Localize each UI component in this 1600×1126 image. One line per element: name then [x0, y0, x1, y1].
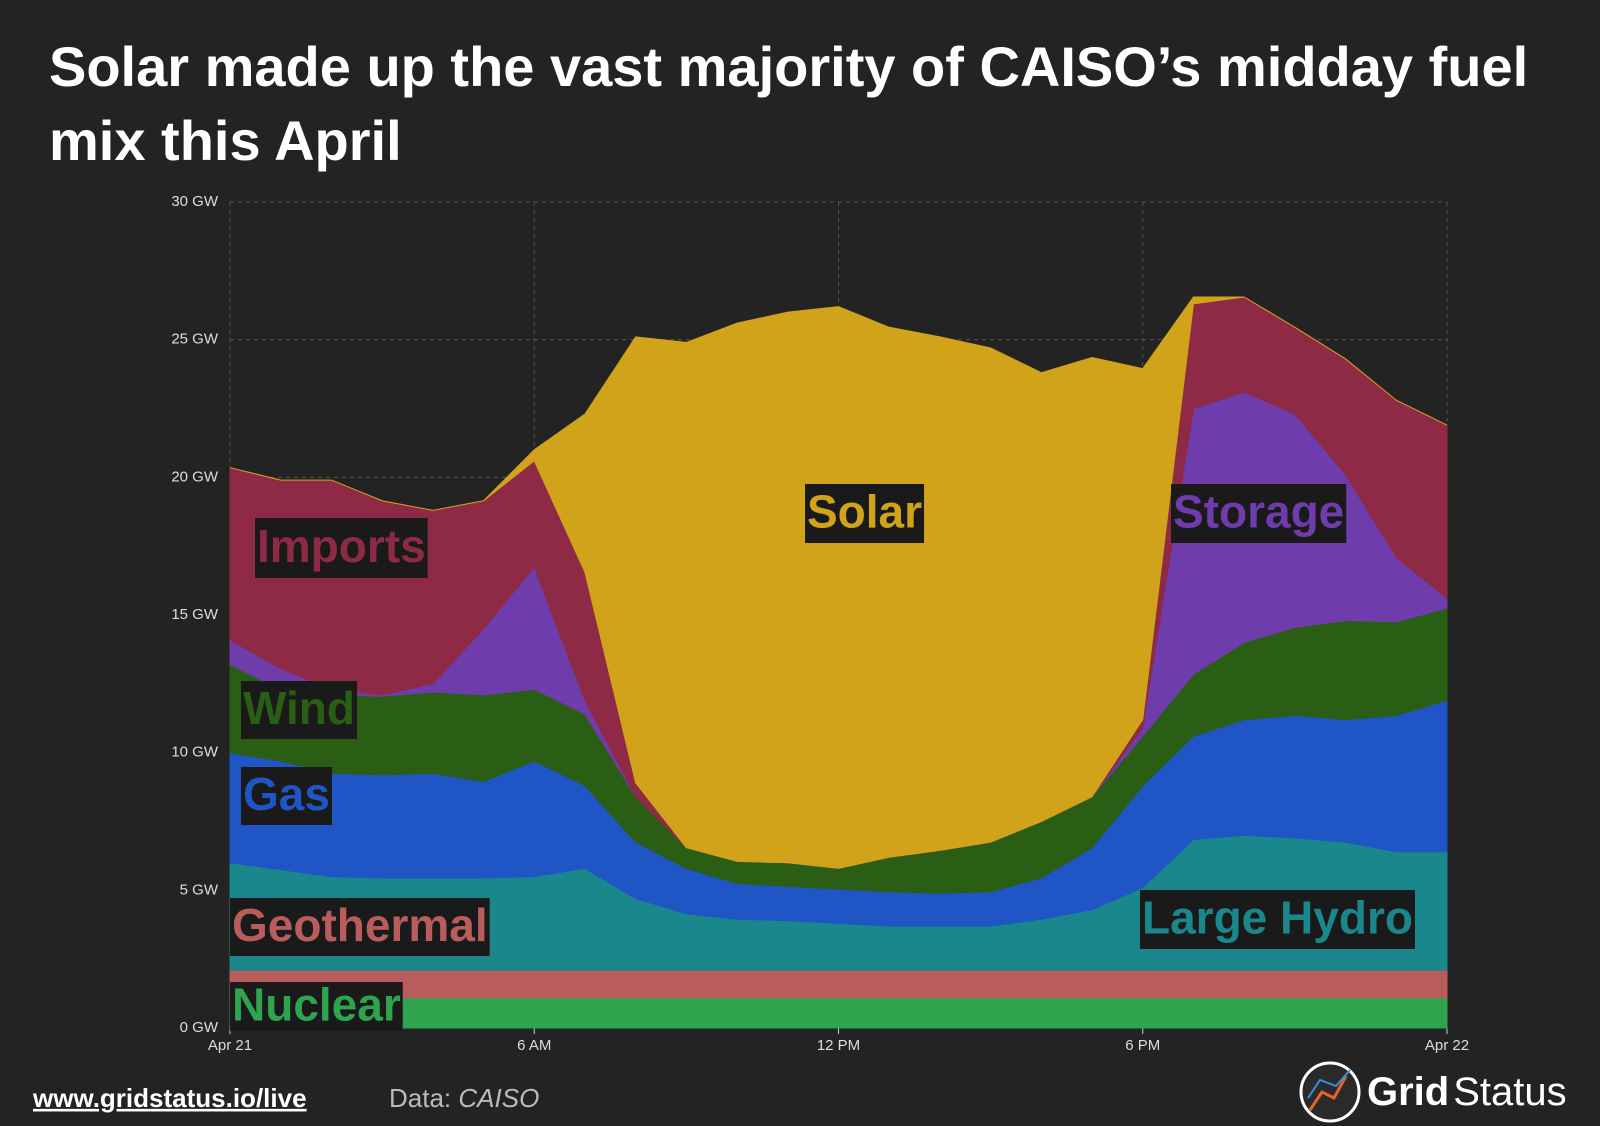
legend-label: Storage: [1173, 486, 1344, 538]
y-tick-label: 30 GW: [171, 193, 219, 210]
legend-box: [805, 484, 925, 543]
y-tick-label: 0 GW: [180, 1019, 219, 1036]
area: [229, 997, 1448, 1029]
source-label: Data:: [389, 1083, 451, 1113]
y-tick-label: 20 GW: [171, 468, 219, 485]
link-text[interactable]: www.gridstatus.io/live: [32, 1083, 307, 1113]
x-tick-label: 12 PM: [817, 1037, 860, 1054]
logo: Grid Status: [1299, 1061, 1567, 1123]
legend-label: Nuclear: [232, 979, 401, 1031]
legend-box: [230, 898, 490, 956]
legend-box: [1140, 890, 1415, 949]
brand-rest: Status: [1453, 1070, 1566, 1114]
brand-bold: Grid: [1367, 1070, 1449, 1114]
area: [229, 296, 1448, 869]
legend-label: Large Hydro: [1142, 892, 1413, 944]
x-tick-label: Apr 21: [208, 1037, 252, 1054]
legend-label: Wind: [243, 682, 355, 734]
source-text: Data: CAISO: [389, 1083, 539, 1113]
legend-box: [255, 518, 428, 578]
x-tick-label: Apr 22: [1425, 1037, 1469, 1054]
area: [229, 969, 1448, 999]
y-tick-label: 5 GW: [180, 881, 219, 898]
x-tick-label: 6 PM: [1125, 1037, 1160, 1054]
brand: Grid Status: [1367, 1070, 1567, 1114]
legend-label: Solar: [807, 486, 922, 538]
legend-box: [241, 681, 357, 739]
y-tick-label: 25 GW: [171, 331, 219, 348]
legend-box: [230, 982, 403, 1031]
legend-label: Imports: [257, 520, 426, 572]
x-tick-label: 6 AM: [517, 1037, 551, 1054]
logo-line: [1307, 1069, 1351, 1099]
legend-box: [241, 767, 332, 825]
logo-circle: [1299, 1061, 1361, 1123]
legend-label: Gas: [243, 768, 330, 820]
source-link[interactable]: www.gridstatus.io/live: [32, 1083, 307, 1113]
legend-label: Geothermal: [232, 899, 488, 951]
logo-line: [1308, 1075, 1348, 1111]
legend-box: [1171, 484, 1347, 543]
chart-title: Solar made up the vast majority of CAISO…: [49, 35, 1529, 172]
y-tick-label: 10 GW: [171, 744, 219, 761]
y-tick-label: 15 GW: [171, 606, 219, 623]
source-name: CAISO: [458, 1083, 539, 1113]
